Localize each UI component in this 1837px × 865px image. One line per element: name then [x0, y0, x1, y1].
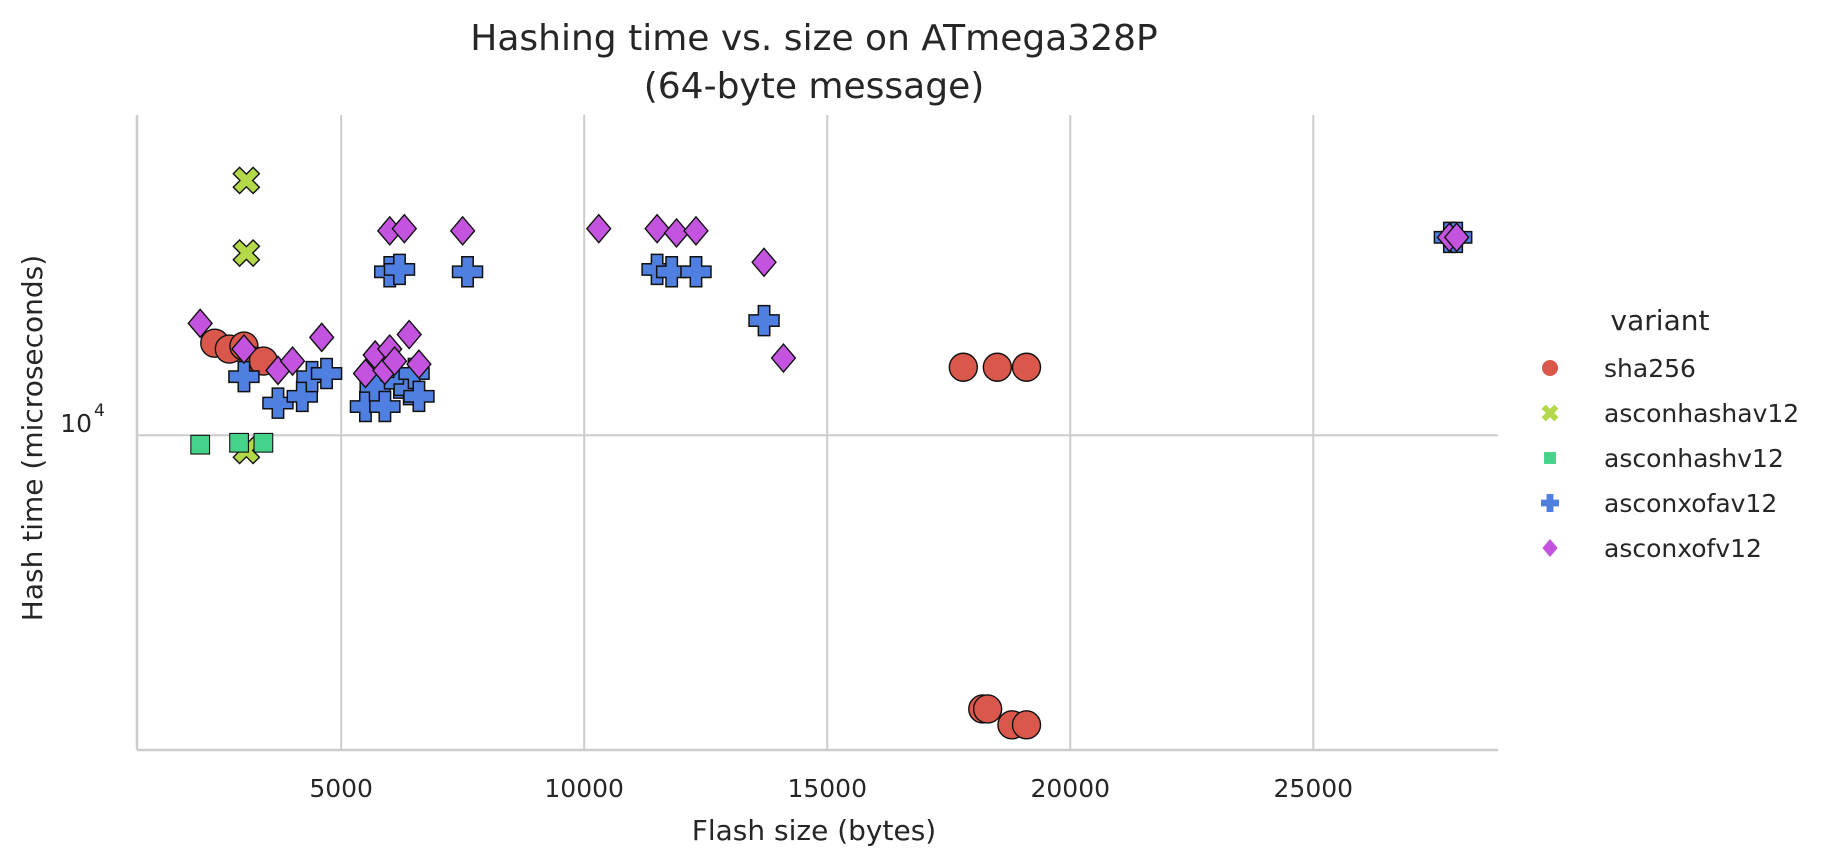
asconxofv12-point	[308, 322, 335, 353]
x-axis-label: Flash size (bytes)	[692, 814, 936, 847]
asconxofv12-point	[391, 213, 418, 244]
legend-marker-asconhashav12	[1541, 404, 1559, 422]
axes	[135, 115, 1498, 752]
x-tick-labels: 5000 10000 15000 20000 25000	[309, 774, 1353, 803]
sha256-point	[1011, 352, 1042, 382]
x-tick-label: 10000	[544, 774, 624, 803]
asconxofv12-point	[644, 213, 670, 244]
chart-title-line2: (64-byte message)	[644, 66, 985, 107]
asconxofav12-point	[748, 304, 780, 337]
legend-label-sha256: sha256	[1604, 354, 1696, 383]
legend-marker-asconxofv12	[1542, 539, 1558, 557]
x-tick-label: 25000	[1274, 774, 1354, 803]
asconxofav12-point	[310, 357, 343, 390]
asconhashv12-point	[253, 432, 274, 453]
sha256-point	[948, 352, 979, 382]
asconxofav12-point	[451, 256, 484, 288]
asconxofav12-point	[655, 256, 688, 288]
x-tick-label: 20000	[1030, 774, 1110, 803]
asconxofv12-point	[585, 213, 612, 244]
sha256-point	[1011, 710, 1042, 740]
asconxofv12-point	[663, 217, 690, 249]
asconxofav12-point	[680, 256, 712, 288]
asconxofav12-point	[383, 253, 416, 286]
legend-title: variant	[1611, 304, 1710, 337]
legend-label-asconhashav12: asconhashav12	[1604, 399, 1799, 428]
grid-lines	[137, 115, 1498, 750]
asconxofv12-point	[279, 345, 306, 377]
legend-marker-sha256	[1542, 360, 1558, 376]
legend-marker-asconhashv12	[1544, 452, 1556, 464]
asconxofv12-point	[751, 247, 777, 278]
y-tick-label-exponent: 4	[94, 401, 105, 421]
asconhashav12-point	[232, 166, 261, 195]
data-points	[187, 166, 1473, 740]
x-tick-label: 5000	[309, 774, 373, 803]
legend-label-asconhashv12: asconhashv12	[1604, 444, 1784, 473]
y-tick-labels: 10 4	[60, 401, 105, 438]
asconhashv12-point	[229, 432, 249, 453]
asconxofv12-point	[381, 345, 408, 377]
asconxofv12-point	[396, 319, 423, 350]
asconhashv12-point	[190, 434, 211, 455]
asconxofav12-point	[262, 387, 294, 419]
asconxofav12-point	[403, 380, 435, 413]
legend: variant sha256 asconhashav12 asconhashv12 a…	[1541, 304, 1799, 563]
asconxofav12-point	[228, 360, 260, 393]
sha256-point	[982, 352, 1013, 382]
y-tick-label-base: 10	[60, 409, 92, 438]
legend-label-asconxofav12: asconxofav12	[1604, 489, 1777, 518]
legend-label-asconxofv12: asconxofv12	[1604, 534, 1762, 563]
asconxofv12-point	[1443, 222, 1470, 253]
x-tick-label: 15000	[787, 774, 867, 803]
chart-title-line1: Hashing time vs. size on ATmega328P	[470, 18, 1157, 59]
asconxofv12-point	[406, 349, 432, 380]
asconxofv12-point	[770, 342, 797, 374]
asconxofv12-point	[683, 215, 709, 246]
asconxofv12-point	[231, 333, 257, 365]
asconxofv12-point	[187, 308, 214, 339]
legend-marker-asconxofav12	[1541, 494, 1559, 512]
sha256-point	[972, 694, 1003, 724]
asconxofav12-point	[369, 390, 401, 423]
asconxofv12-point	[449, 215, 476, 246]
asconhashav12-point	[232, 239, 261, 268]
y-axis-label: Hash time (microseconds)	[16, 255, 49, 621]
